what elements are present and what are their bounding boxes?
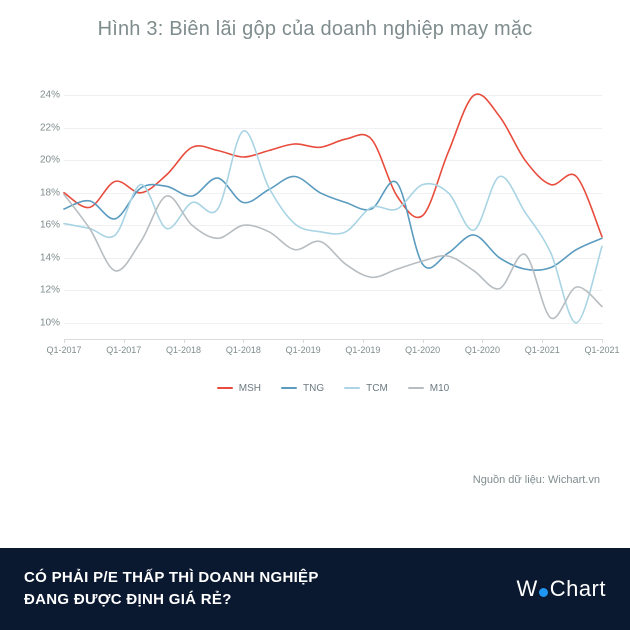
series-line-msh — [64, 94, 602, 237]
plot-area: 10% 12% 14% 16% 18% 20% 22% 24% Q1-2017 Q1-2017 Q… — [28, 79, 602, 379]
x-tick-label: Q1-2021 — [525, 345, 560, 355]
x-tick-mark — [64, 339, 65, 343]
legend-label: TNG — [303, 383, 324, 394]
x-tick-label: Q1-2020 — [405, 345, 440, 355]
legend-swatch-icon — [217, 387, 233, 389]
x-tick-mark — [602, 339, 603, 343]
legend-item-m10: M10 — [408, 383, 449, 394]
y-tick-label: 12% — [40, 285, 60, 296]
chart-title: Hình 3: Biên lãi gộp của doanh nghiệp ma… — [28, 18, 602, 41]
legend: MSH TNG TCM M10 — [64, 381, 602, 394]
x-tick-label: Q1-2017 — [46, 345, 81, 355]
legend-item-tng: TNG — [281, 383, 324, 394]
legend-swatch-icon — [344, 387, 360, 389]
footer-banner: CÓ PHẢI P/E THẤP THÌ DOANH NGHIỆP ĐANG Đ… — [0, 548, 630, 630]
x-tick-label: Q1-2021 — [584, 345, 619, 355]
x-tick-label: Q1-2020 — [465, 345, 500, 355]
logo-text-chart: Chart — [550, 576, 606, 602]
logo-dot-icon — [539, 588, 548, 597]
x-tick-mark — [124, 339, 125, 343]
x-tick-mark — [482, 339, 483, 343]
logo-letter-w: W — [516, 576, 537, 602]
legend-swatch-icon — [408, 387, 424, 389]
line-series — [64, 79, 602, 339]
x-tick-mark — [303, 339, 304, 343]
x-tick-mark — [243, 339, 244, 343]
source-label: Nguồn dữ liệu: Wichart.vn — [473, 474, 600, 486]
wichart-logo: W Chart — [516, 576, 606, 602]
legend-item-tcm: TCM — [344, 383, 388, 394]
chart-container: Hình 3: Biên lãi gộp của doanh nghiệp ma… — [0, 0, 630, 548]
x-tick-label: Q1-2019 — [345, 345, 380, 355]
x-tick-mark — [542, 339, 543, 343]
y-tick-label: 20% — [40, 155, 60, 166]
x-tick-mark — [363, 339, 364, 343]
x-tick-mark — [184, 339, 185, 343]
x-tick-label: Q1-2019 — [286, 345, 321, 355]
legend-swatch-icon — [281, 387, 297, 389]
series-line-m10 — [64, 194, 602, 318]
y-tick-label: 18% — [40, 187, 60, 198]
x-axis-line — [64, 339, 602, 340]
x-tick-label: Q1-2017 — [106, 345, 141, 355]
y-tick-label: 16% — [40, 220, 60, 231]
x-tick-label: Q1-2018 — [226, 345, 261, 355]
series-line-tng — [64, 176, 602, 270]
x-axis: Q1-2017Q1-2017Q1-2018Q1-2018Q1-2019Q1-20… — [64, 345, 602, 365]
y-tick-label: 22% — [40, 122, 60, 133]
y-tick-label: 14% — [40, 252, 60, 263]
x-tick-mark — [423, 339, 424, 343]
footer-line-2: ĐANG ĐƯỢC ĐỊNH GIÁ RẺ? — [24, 589, 319, 611]
legend-label: M10 — [430, 383, 449, 394]
legend-item-msh: MSH — [217, 383, 261, 394]
y-axis: 10% 12% 14% 16% 18% 20% 22% 24% — [28, 79, 64, 339]
series-line-tcm — [64, 131, 602, 323]
legend-label: MSH — [239, 383, 261, 394]
y-tick-label: 24% — [40, 90, 60, 101]
footer-question: CÓ PHẢI P/E THẤP THÌ DOANH NGHIỆP ĐANG Đ… — [24, 567, 319, 611]
x-tick-label: Q1-2018 — [166, 345, 201, 355]
y-tick-label: 10% — [40, 317, 60, 328]
footer-line-1: CÓ PHẢI P/E THẤP THÌ DOANH NGHIỆP — [24, 567, 319, 589]
legend-label: TCM — [366, 383, 388, 394]
